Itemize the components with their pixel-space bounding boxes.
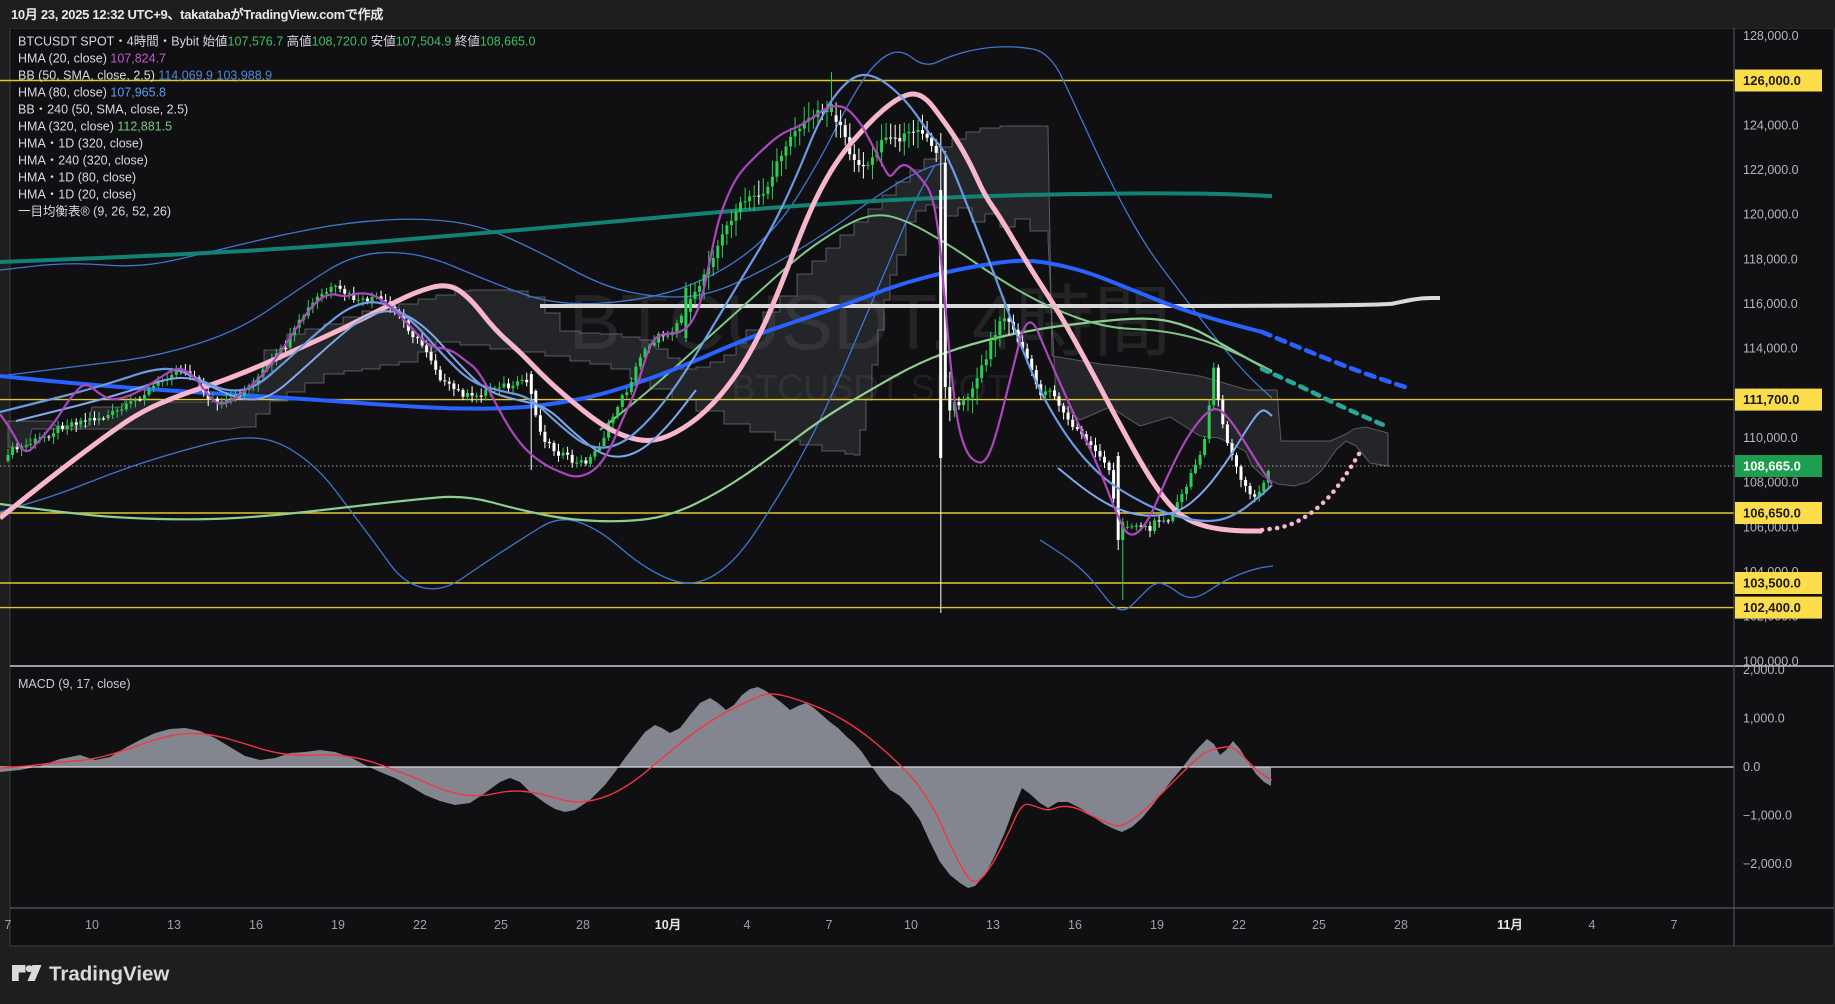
svg-text:13: 13 — [986, 918, 1000, 932]
svg-text:108,000.0: 108,000.0 — [1743, 476, 1799, 490]
svg-text:122,000.0: 122,000.0 — [1743, 163, 1799, 177]
svg-text:1,000.0: 1,000.0 — [1743, 712, 1785, 726]
svg-text:MACD (9, 17, close): MACD (9, 17, close) — [18, 677, 131, 691]
svg-text:116,000.0: 116,000.0 — [1743, 297, 1798, 311]
svg-text:4: 4 — [744, 918, 751, 932]
svg-text:−2,000.0: −2,000.0 — [1743, 857, 1792, 871]
svg-text:BB (50, SMA, close, 2.5) 114,: BB (50, SMA, close, 2.5) 114,069.9 103,9… — [18, 69, 272, 83]
svg-text:BB・240 (50, SMA, close, 2.5): BB・240 (50, SMA, close, 2.5) — [18, 103, 188, 117]
svg-text:HMA・1D (80, close): HMA・1D (80, close) — [18, 171, 136, 185]
svg-text:110,000.0: 110,000.0 — [1743, 431, 1798, 445]
svg-text:16: 16 — [249, 918, 263, 932]
svg-text:7: 7 — [5, 918, 12, 932]
svg-text:HMA・1D (320, close): HMA・1D (320, close) — [18, 137, 143, 151]
svg-text:19: 19 — [1150, 918, 1164, 932]
svg-text:10: 10 — [85, 918, 99, 932]
svg-text:28: 28 — [576, 918, 590, 932]
svg-text:HMA (20, close) 107,824.7: HMA (20, close) 107,824.7 — [18, 52, 166, 66]
svg-text:11月: 11月 — [1497, 918, 1523, 932]
svg-text:100,000.0: 100,000.0 — [1743, 654, 1799, 668]
svg-text:10月: 10月 — [655, 918, 681, 932]
svg-text:HMA・1D (20, close): HMA・1D (20, close) — [18, 188, 136, 202]
svg-text:−1,000.0: −1,000.0 — [1743, 809, 1792, 823]
svg-text:28: 28 — [1394, 918, 1408, 932]
svg-text:22: 22 — [1232, 918, 1246, 932]
svg-text:102,400.0: 102,400.0 — [1743, 600, 1801, 615]
svg-text:124,000.0: 124,000.0 — [1743, 118, 1799, 132]
svg-text:4: 4 — [1589, 918, 1596, 932]
svg-text:108,665.0: 108,665.0 — [1743, 459, 1801, 474]
svg-text:106,650.0: 106,650.0 — [1743, 506, 1801, 521]
svg-text:22: 22 — [413, 918, 427, 932]
svg-text:2,000.0: 2,000.0 — [1743, 663, 1785, 677]
svg-text:114,000.0: 114,000.0 — [1743, 342, 1798, 356]
svg-text:一目均衡表® (9, 26, 52, 26): 一目均衡表® (9, 26, 52, 26) — [18, 205, 171, 219]
svg-text:HMA・240 (320, close): HMA・240 (320, close) — [18, 154, 148, 168]
svg-text:HMA (320, close) 112,881.5: HMA (320, close) 112,881.5 — [18, 120, 172, 134]
svg-text:128,000.0: 128,000.0 — [1743, 29, 1799, 43]
svg-text:111,700.0: 111,700.0 — [1743, 392, 1799, 407]
svg-text:120,000.0: 120,000.0 — [1743, 208, 1799, 222]
svg-text:BTCUSDT SPOT・4時間・Bybit 始値107,: BTCUSDT SPOT・4時間・Bybit 始値107,576.7 高値108… — [18, 34, 535, 49]
svg-text:10: 10 — [904, 918, 918, 932]
svg-text:16: 16 — [1068, 918, 1082, 932]
svg-text:19: 19 — [331, 918, 345, 932]
svg-text:TradingView: TradingView — [49, 963, 169, 986]
svg-text:118,000.0: 118,000.0 — [1743, 252, 1798, 266]
svg-text:13: 13 — [167, 918, 181, 932]
svg-text:25: 25 — [494, 918, 508, 932]
svg-text:126,000.0: 126,000.0 — [1743, 73, 1801, 88]
svg-text:10月 23, 2025 12:32 UTC+9、takat: 10月 23, 2025 12:32 UTC+9、takatabaがTradin… — [11, 7, 383, 22]
svg-text:103,500.0: 103,500.0 — [1743, 576, 1801, 591]
svg-text:HMA (80, close) 107,965.8: HMA (80, close) 107,965.8 — [18, 86, 166, 100]
svg-text:7: 7 — [1671, 918, 1678, 932]
svg-text:7: 7 — [826, 918, 833, 932]
svg-text:25: 25 — [1312, 918, 1326, 932]
svg-text:0.0: 0.0 — [1743, 760, 1760, 774]
